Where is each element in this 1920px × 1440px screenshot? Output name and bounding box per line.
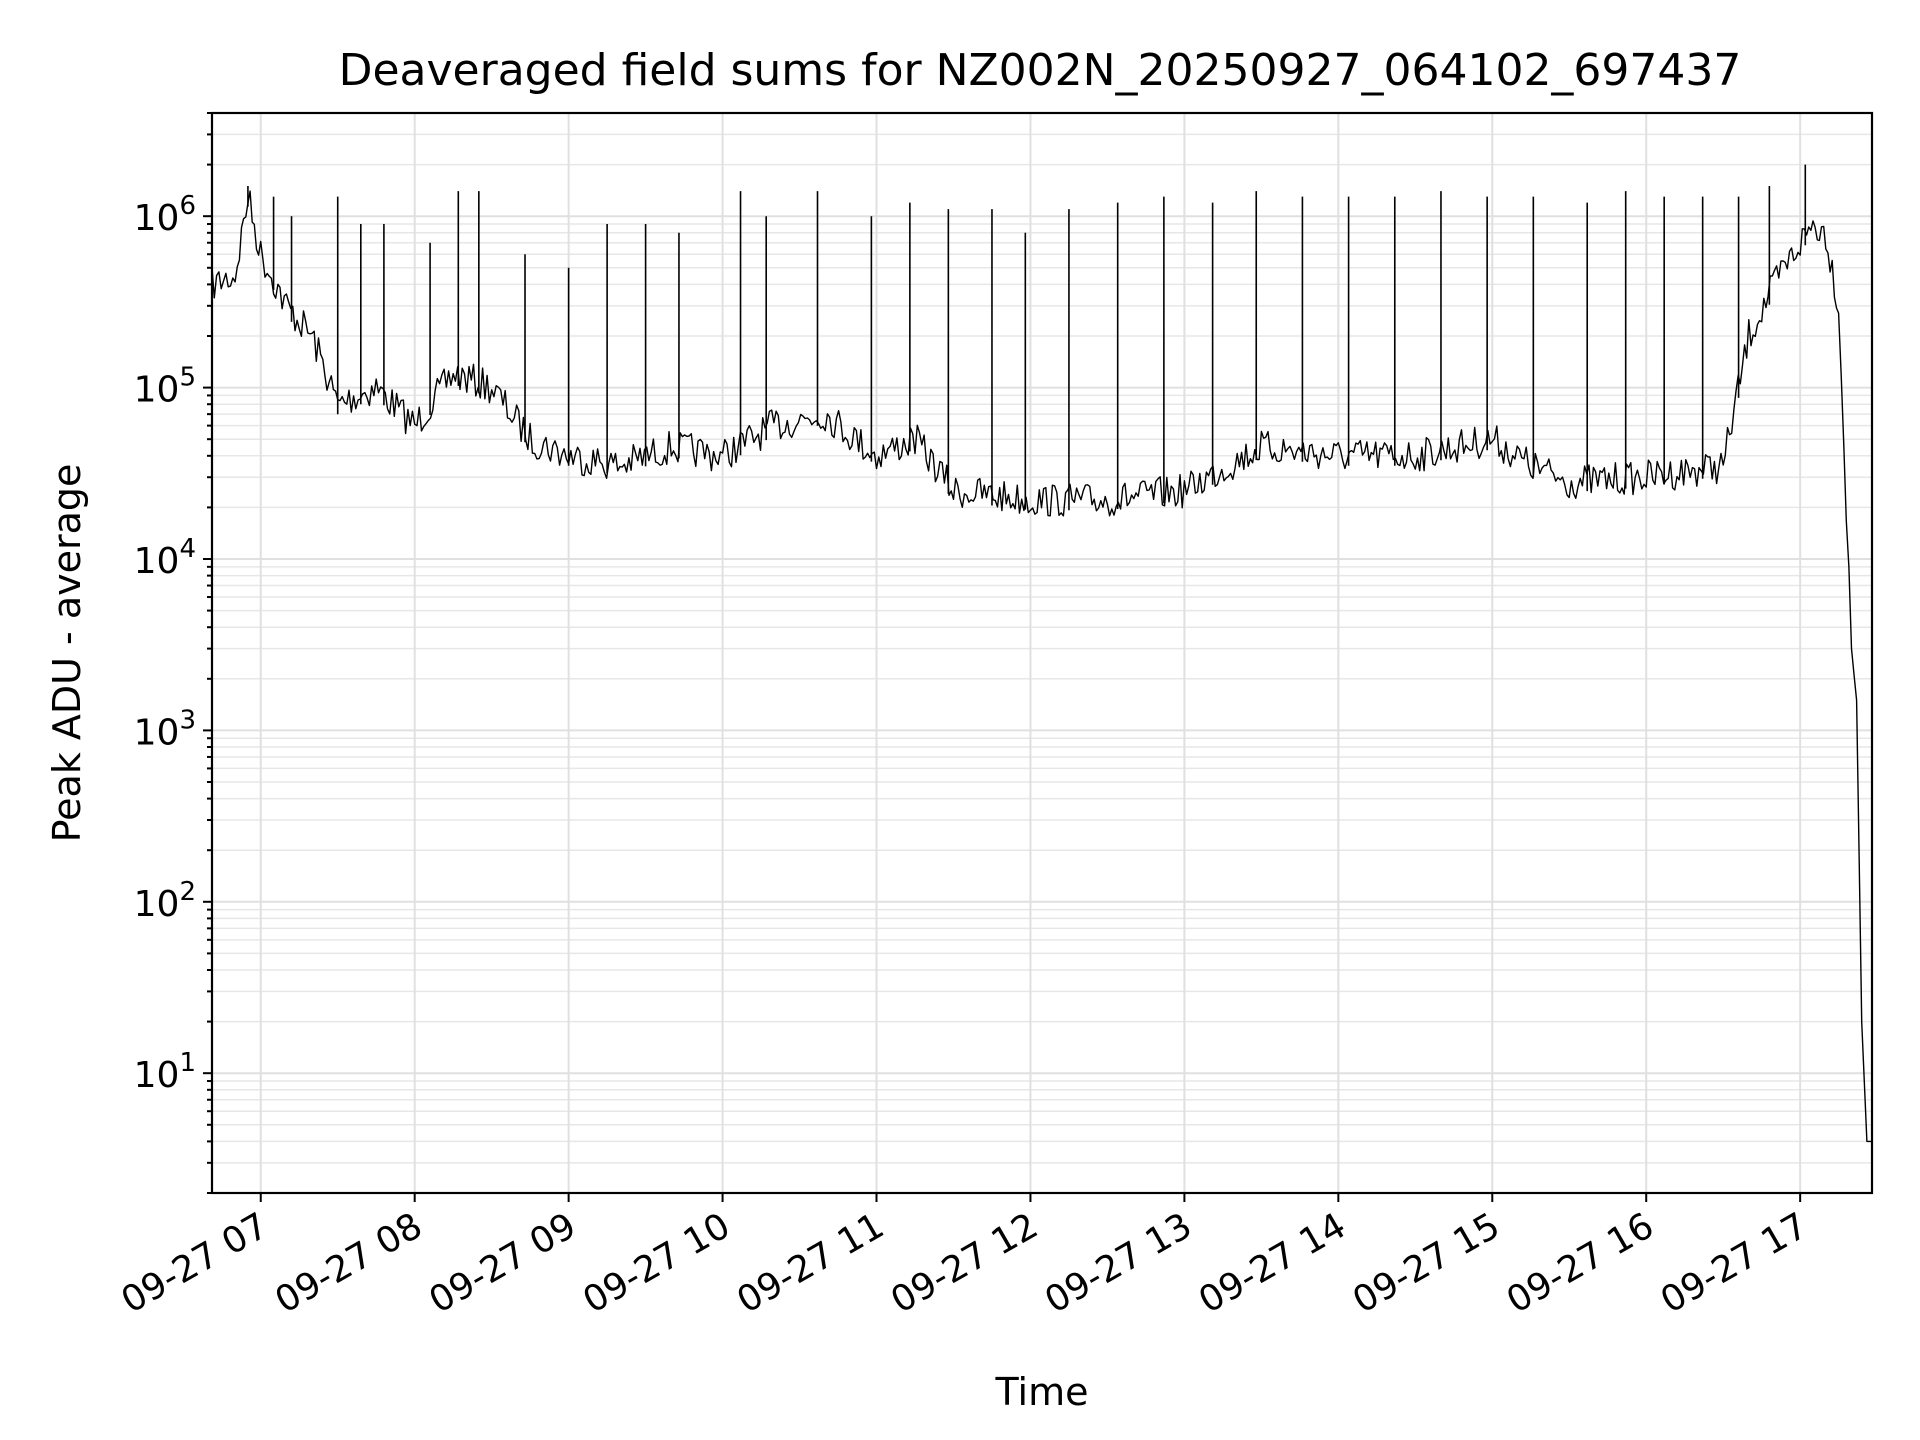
y-tick-label: 105 (134, 363, 196, 411)
y-tick-label: 106 (134, 191, 196, 239)
grid-lines (212, 112, 1872, 1194)
y-axis: 106 105 104 103 102 101 (134, 112, 212, 1194)
chart-title: Deaveraged field sums for NZ002N_2025092… (339, 45, 1742, 96)
x-axis-label: Time (995, 1370, 1089, 1414)
data-series (211, 164, 1872, 1143)
plot-frame (210, 111, 1874, 1195)
y-tick-label: 104 (134, 534, 196, 582)
y-tick-label: 103 (134, 705, 196, 753)
y-tick-label: 102 (134, 877, 196, 925)
y-tick-label: 101 (134, 1048, 196, 1096)
y-axis-label: Peak ADU - average (45, 464, 89, 843)
series-line (211, 190, 1872, 1143)
